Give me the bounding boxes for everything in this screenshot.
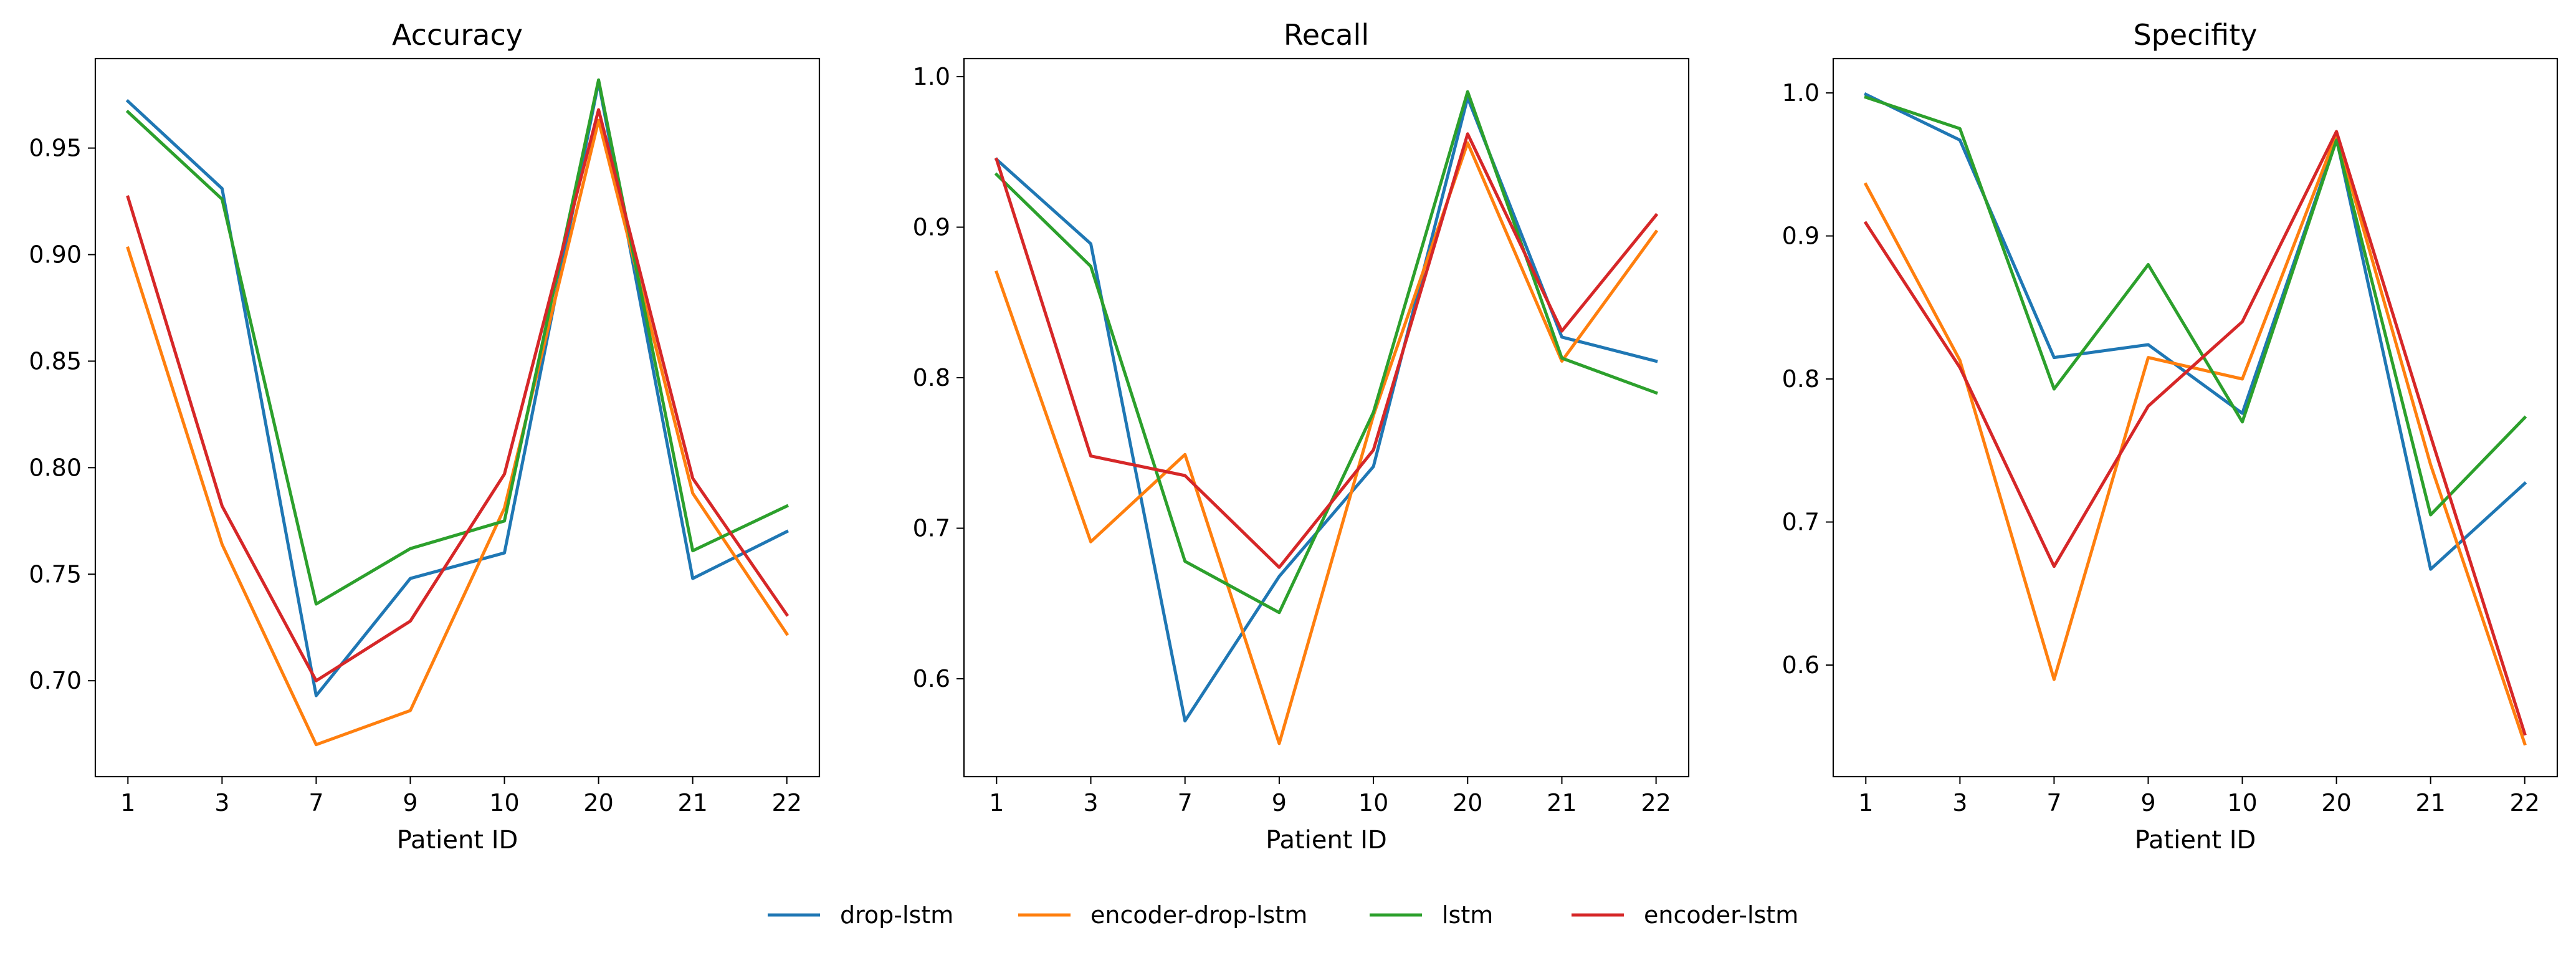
y-tick-label: 0.75 [29, 560, 82, 588]
x-tick-label: 7 [308, 789, 323, 817]
x-tick-label: 21 [677, 789, 707, 817]
x-tick-label: 22 [772, 789, 802, 817]
x-tick-label: 3 [214, 789, 229, 817]
x-tick-label: 22 [2510, 789, 2540, 817]
x-tick-label: 20 [1453, 789, 1482, 817]
y-tick-label: 0.85 [29, 347, 82, 375]
x-axis-label: Patient ID [397, 826, 518, 855]
plot-frame [963, 57, 1690, 778]
x-axis-label: Patient ID [1266, 826, 1387, 855]
x-tick-label: 22 [1641, 789, 1671, 817]
x-tick-label: 9 [1272, 789, 1287, 817]
x-tick-label: 10 [1358, 789, 1388, 817]
x-tick-label: 1 [989, 789, 1004, 817]
chart-title: Accuracy [392, 18, 523, 52]
x-tick-label: 9 [403, 789, 417, 817]
series-line-lstm [994, 90, 1658, 615]
y-tick-label: 0.9 [1782, 223, 1820, 250]
legend-item: drop-lstm [768, 901, 953, 929]
legend-label: encoder-lstm [1644, 901, 1798, 929]
chart-panel-3: Specifity 1 3 7 9 10 20 21 22 0.6 0.7 0.8 0.9 1.0 Pati… [1782, 18, 2559, 855]
series-line-lstm [125, 78, 789, 606]
x-tick-label: 20 [583, 789, 613, 817]
x-tick-label: 7 [1178, 789, 1193, 817]
y-tick-label: 0.6 [913, 665, 950, 692]
plot-frame [94, 57, 821, 778]
y-tick-label: 0.6 [1782, 651, 1820, 679]
x-tick-label: 10 [489, 789, 519, 817]
y-tick-label: 0.8 [1782, 365, 1820, 393]
y-tick-label: 0.9 [913, 213, 950, 241]
x-tick-label: 10 [2227, 789, 2257, 817]
chart-panel-2: Recall 1 3 7 9 10 20 21 22 0.6 0.7 0.8 0.9 1.0 Patient… [913, 18, 1690, 855]
legend-item: encoder-drop-lstm [1018, 901, 1307, 929]
y-tick-label: 0.95 [29, 135, 82, 162]
y-tick-label: 0.80 [29, 454, 82, 481]
series-line-drop-lstm [994, 96, 1658, 723]
legend-item: encoder-lstm [1572, 901, 1798, 929]
x-tick-label: 3 [1083, 789, 1098, 817]
series-line-encoder-lstm [995, 132, 1659, 569]
y-tick-label: 1.0 [1782, 79, 1820, 107]
x-tick-label: 3 [1952, 789, 1967, 817]
y-tick-label: 0.7 [1782, 509, 1820, 536]
series-line-encoder-lstm [1863, 130, 2527, 736]
x-tick-label: 1 [1858, 789, 1873, 817]
x-tick-label: 20 [2321, 789, 2351, 817]
y-tick-label: 0.90 [29, 241, 82, 268]
series-line-encoder-drop-lstm [1863, 133, 2527, 746]
chart-panel-1: Accuracy 1 3 7 9 10 20 21 22 0.70 0.75 0.80 0.85 0.90… [29, 18, 821, 855]
x-tick-label: 1 [120, 789, 135, 817]
chart-title: Specifity [2133, 18, 2257, 52]
series-line-encoder-drop-lstm [995, 141, 1659, 745]
legend-label: encoder-drop-lstm [1090, 901, 1307, 929]
series-line-encoder-lstm [126, 108, 789, 683]
series-line-encoder-drop-lstm [126, 118, 789, 747]
x-tick-label: 9 [2140, 789, 2155, 817]
chart-title: Recall [1284, 18, 1369, 52]
y-tick-label: 1.0 [913, 63, 950, 90]
legend-item: lstm [1370, 901, 1493, 929]
series-line-lstm [1864, 95, 2527, 517]
x-tick-label: 21 [1547, 789, 1577, 817]
x-tick-label: 21 [2415, 789, 2445, 817]
series-line-drop-lstm [125, 80, 789, 697]
legend-label: lstm [1442, 901, 1493, 929]
y-tick-label: 0.7 [913, 515, 950, 542]
legend: drop-lstm encoder-drop-lstm lstm encoder-ls… [768, 901, 1798, 929]
x-tick-label: 7 [2046, 789, 2061, 817]
legend-label: drop-lstm [840, 901, 953, 929]
x-axis-label: Patient ID [2135, 826, 2256, 855]
plot-frame [1832, 57, 2559, 778]
y-tick-label: 0.8 [913, 364, 950, 391]
y-tick-label: 0.70 [29, 667, 82, 694]
